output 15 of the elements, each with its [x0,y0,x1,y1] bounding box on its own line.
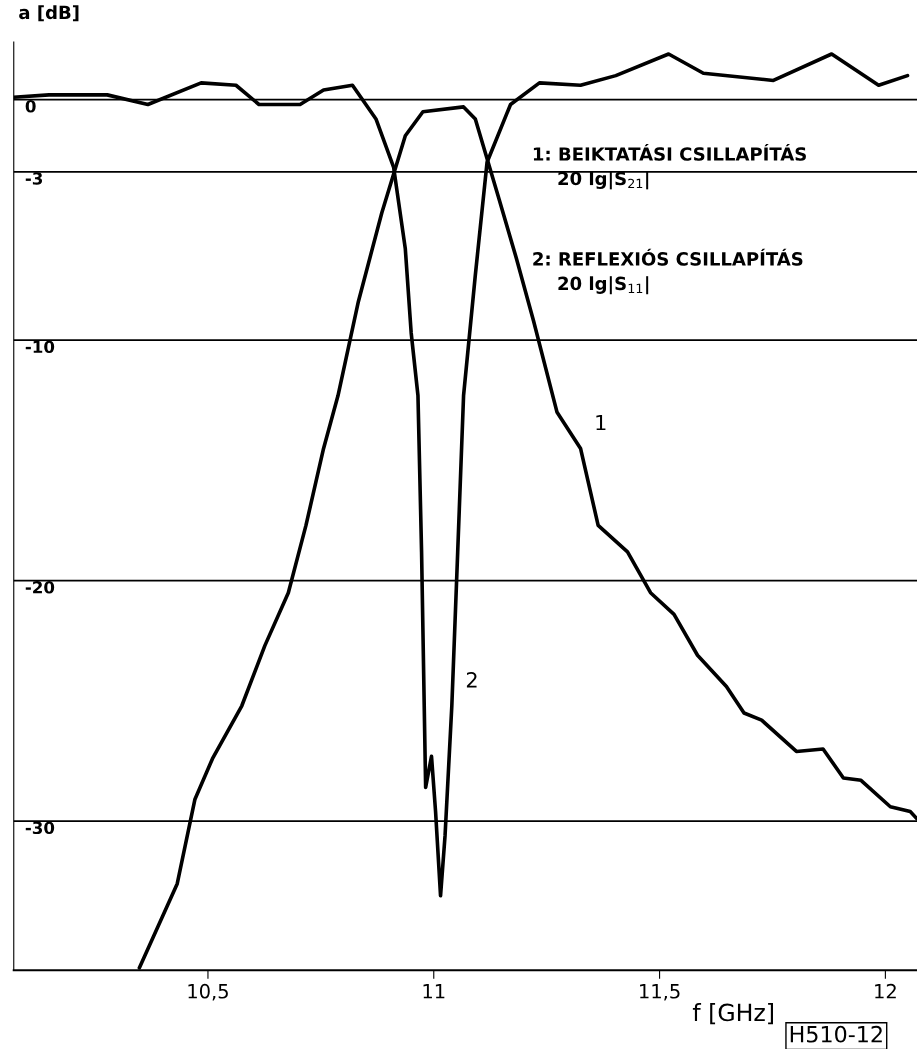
y-tick-label: -10 [25,340,55,354]
y-tick-label: -30 [25,821,55,835]
x-tick-label: 10,5 [188,983,228,1001]
x-tick-label: 12 [875,983,896,999]
annotation: 2: REFLEXIÓS CSILLAPÍTÁS 20 lg|S$_{11}$| [533,248,803,295]
y-tick-label: 0 [25,99,36,113]
y-axis-title: a [dB] [19,5,79,22]
y-tick-label: -20 [25,580,55,594]
y-tick-label: -3 [25,172,43,185]
series-label: 1 [596,414,606,431]
x-tick-label: 11 [423,984,445,999]
text: H510-12 [790,1025,882,1043]
x-tick-label: 11,5 [640,984,680,1001]
series-label: 2 [466,672,477,688]
x-axis-title: f [GHz] [692,1003,773,1025]
